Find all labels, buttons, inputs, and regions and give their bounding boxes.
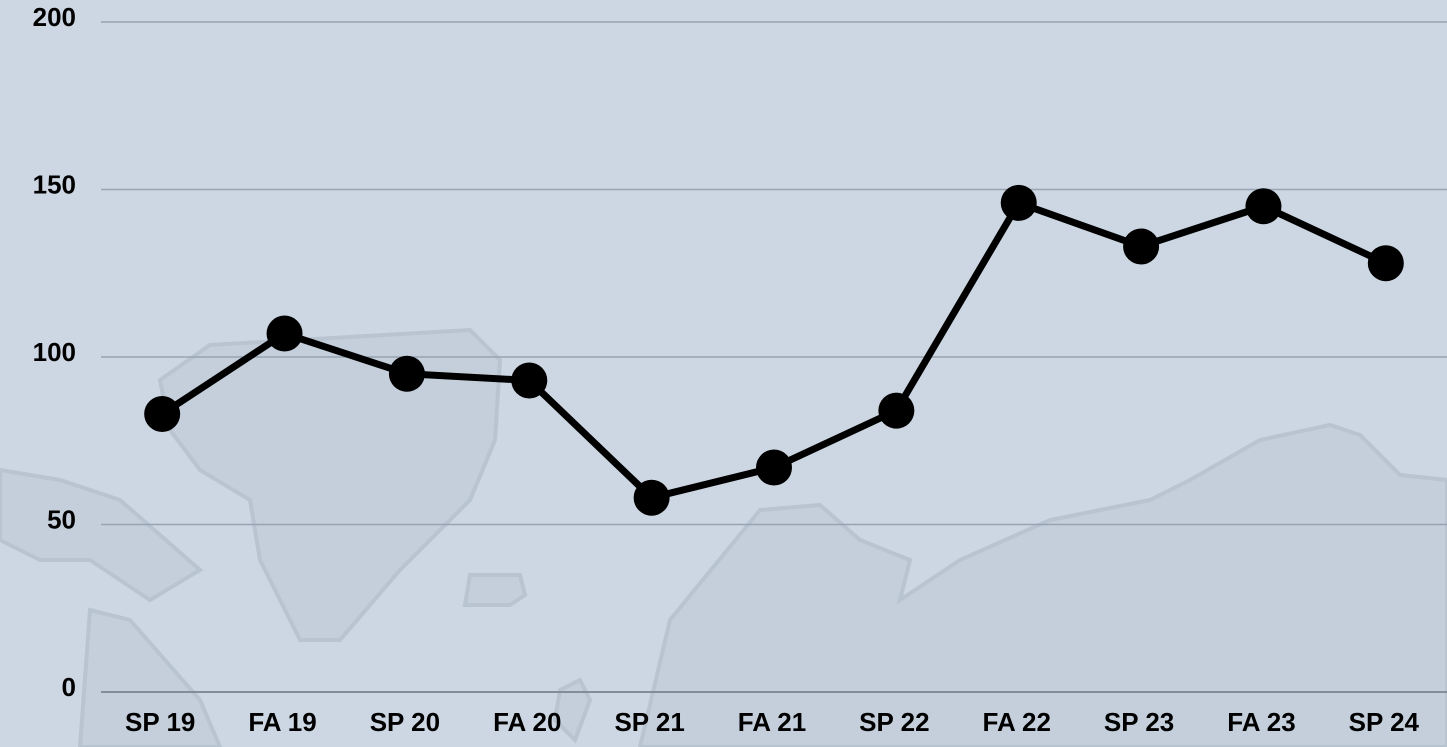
x-tick-label: FA 23	[1227, 707, 1295, 737]
y-tick-label: 150	[33, 169, 76, 199]
y-tick-label: 200	[33, 2, 76, 32]
x-tick-label: SP 21	[614, 707, 684, 737]
data-point	[1245, 188, 1282, 225]
x-tick-label: SP 19	[125, 707, 195, 737]
map-decoration	[0, 327, 1447, 747]
x-tick-label: SP 20	[370, 707, 440, 737]
data-point	[388, 355, 425, 392]
data-point	[144, 395, 181, 432]
x-tick-label: SP 23	[1104, 707, 1174, 737]
data-point	[878, 392, 915, 429]
x-tick-label: FA 22	[983, 707, 1051, 737]
y-tick-label: 100	[33, 337, 76, 367]
data-point	[266, 315, 303, 352]
y-tick-label: 50	[47, 504, 76, 534]
x-tick-label: SP 24	[1349, 707, 1420, 737]
x-tick-label: FA 21	[738, 707, 806, 737]
x-tick-label: FA 19	[248, 707, 316, 737]
data-point	[633, 479, 670, 516]
data-point	[511, 362, 548, 399]
data-point	[1000, 184, 1037, 221]
data-point	[1123, 228, 1160, 265]
x-tick-label: FA 20	[493, 707, 561, 737]
x-tick-label: SP 22	[859, 707, 929, 737]
data-point	[756, 449, 792, 486]
y-tick-label: 0	[62, 672, 76, 702]
data-point	[1367, 245, 1404, 282]
